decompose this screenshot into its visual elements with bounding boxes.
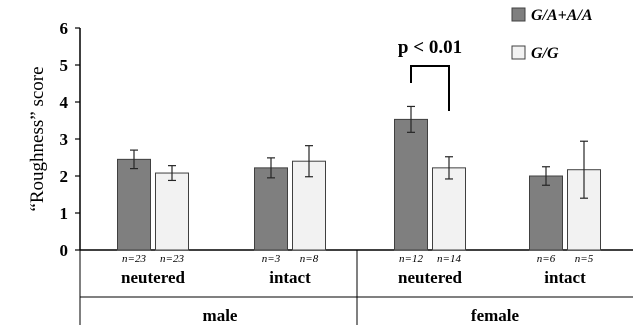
bar-gg bbox=[432, 167, 466, 251]
y-tick-label: 5 bbox=[60, 56, 69, 75]
bar-ga-aa bbox=[394, 118, 428, 251]
sex-label-female: female bbox=[471, 306, 520, 325]
y-tick-label: 3 bbox=[60, 130, 69, 149]
sample-size-label: n=8 bbox=[300, 253, 319, 265]
sex-label-male: male bbox=[203, 306, 238, 325]
y-axis-label: “Roughness” score bbox=[27, 66, 48, 211]
y-tick-label: 2 bbox=[60, 167, 69, 186]
y-tick-label: 0 bbox=[60, 241, 69, 260]
sample-size-label: n=6 bbox=[537, 253, 556, 265]
legend-swatch bbox=[511, 45, 526, 60]
significance-bracket bbox=[410, 65, 450, 111]
legend-label: G/G bbox=[531, 45, 559, 62]
legend-label: G/A+A/A bbox=[531, 7, 593, 24]
p-value-annotation: p < 0.01 bbox=[398, 37, 462, 58]
bar-gg bbox=[155, 172, 189, 251]
sample-size-label: n=3 bbox=[262, 253, 281, 265]
sample-size-label: n=12 bbox=[399, 253, 423, 265]
y-tick-label: 6 bbox=[60, 19, 69, 38]
bar-ga-aa bbox=[254, 167, 288, 251]
group-label-intact: intact bbox=[269, 268, 311, 287]
sample-size-label: n=14 bbox=[437, 253, 461, 265]
legend-swatch bbox=[511, 7, 526, 22]
group-label-intact: intact bbox=[544, 268, 586, 287]
group-label-neutered: neutered bbox=[398, 268, 462, 287]
bar-ga-aa bbox=[117, 158, 151, 251]
sample-size-label: n=5 bbox=[575, 253, 594, 265]
y-tick-label: 4 bbox=[60, 93, 69, 112]
y-tick-label: 1 bbox=[60, 204, 69, 223]
sample-size-label: n=23 bbox=[122, 253, 146, 265]
group-label-neutered: neutered bbox=[121, 268, 185, 287]
sample-size-label: n=23 bbox=[160, 253, 184, 265]
bar-ga-aa bbox=[529, 175, 563, 251]
bar-gg bbox=[567, 169, 601, 251]
